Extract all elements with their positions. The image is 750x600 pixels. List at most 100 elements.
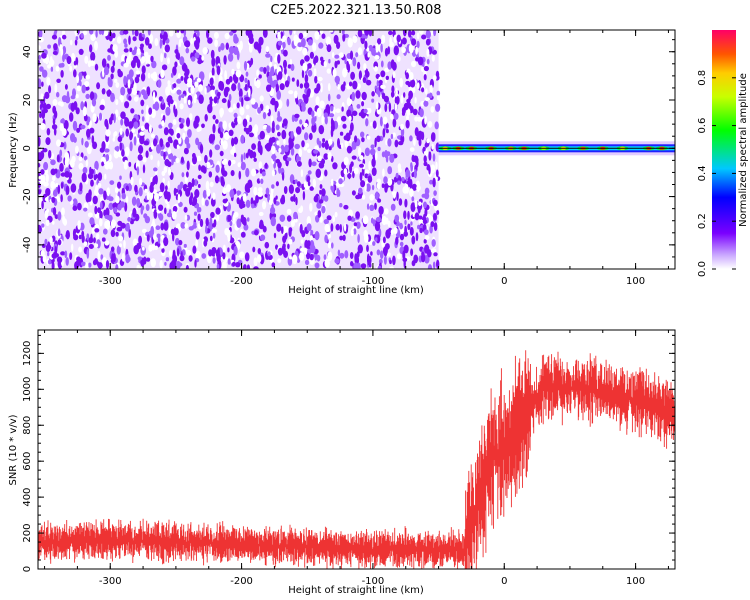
- noise-speckle: [190, 56, 196, 62]
- noise-speckle: [359, 171, 363, 182]
- noise-speckle: [111, 253, 115, 263]
- noise-speckle: [125, 196, 129, 203]
- noise-speckle: [223, 87, 229, 98]
- noise-speckle: [352, 110, 358, 117]
- noise-speckle: [90, 33, 96, 42]
- noise-speckle: [233, 136, 239, 145]
- noise-speckle: [409, 188, 414, 197]
- noise-speckle: [45, 188, 51, 196]
- noise-speckle: [198, 164, 202, 171]
- noise-speckle: [41, 109, 46, 119]
- noise-speckle: [76, 74, 79, 84]
- noise-speckle: [431, 55, 435, 62]
- noise-speckle: [168, 30, 174, 37]
- noise-speckle: [235, 69, 242, 78]
- noise-speckle: [259, 130, 265, 140]
- noise-speckle: [268, 199, 273, 206]
- noise-speckle: [253, 266, 259, 269]
- noise-speckle: [219, 108, 223, 118]
- x-tick-label: 100: [626, 576, 645, 587]
- noise-speckle: [374, 151, 378, 161]
- noise-speckle: [238, 170, 242, 180]
- noise-speckle: [413, 254, 419, 264]
- noise-speckle: [389, 266, 395, 269]
- noise-speckle: [339, 131, 344, 136]
- noise-speckle: [90, 179, 94, 187]
- noise-speckle: [218, 75, 223, 83]
- noise-speckle: [390, 91, 395, 98]
- noise-speckle: [403, 231, 409, 237]
- noise-speckle: [329, 113, 335, 118]
- noise-speckle: [408, 43, 414, 54]
- noise-speckle: [304, 259, 310, 265]
- noise-speckle: [220, 176, 224, 184]
- noise-speckle: [426, 164, 431, 171]
- noise-speckle: [411, 154, 415, 162]
- noise-speckle: [221, 98, 227, 104]
- noise-speckle: [397, 180, 401, 185]
- noise-speckle: [166, 193, 171, 202]
- noise-speckle: [124, 43, 128, 48]
- noise-speckle: [42, 148, 48, 153]
- noise-speckle: [426, 138, 430, 144]
- noise-speckle: [332, 68, 337, 78]
- noise-speckle: [72, 120, 78, 131]
- noise-speckle: [283, 138, 286, 145]
- noise-speckle: [194, 179, 198, 186]
- noise-speckle: [340, 84, 346, 92]
- noise-speckle: [350, 122, 354, 132]
- noise-speckle: [331, 242, 334, 249]
- noise-speckle: [229, 189, 235, 198]
- noise-speckle: [152, 71, 158, 82]
- noise-speckle: [201, 253, 207, 259]
- noise-speckle: [69, 252, 73, 260]
- noise-speckle: [376, 80, 380, 87]
- noise-speckle: [375, 42, 379, 53]
- noise-speckle: [131, 30, 135, 36]
- noise-speckle: [393, 112, 399, 120]
- noise-speckle: [433, 213, 437, 221]
- noise-speckle: [81, 172, 87, 183]
- noise-speckle: [355, 221, 361, 229]
- y-tick-label: 1000: [22, 377, 33, 402]
- noise-speckle: [44, 238, 48, 245]
- noise-speckle: [316, 137, 320, 145]
- noise-speckle: [152, 103, 156, 110]
- noise-speckle: [123, 48, 129, 53]
- noise-speckle: [381, 92, 386, 100]
- noise-speckle: [57, 228, 61, 237]
- noise-speckle: [289, 30, 293, 36]
- noise-speckle: [73, 234, 79, 241]
- noise-speckle: [339, 252, 345, 259]
- noise-speckle: [271, 154, 277, 160]
- noise-speckle: [129, 132, 133, 141]
- noise-speckle: [195, 250, 201, 260]
- noise-speckle: [340, 142, 344, 149]
- noise-speckle: [347, 173, 352, 179]
- figure-title: C2E5.2022.321.13.50.R08: [270, 3, 441, 18]
- noise-speckle: [368, 160, 372, 171]
- noise-speckle: [62, 54, 65, 63]
- noise-speckle: [113, 206, 118, 214]
- noise-speckle: [245, 104, 250, 110]
- noise-speckle: [400, 134, 405, 144]
- noise-speckle: [83, 207, 88, 212]
- noise-speckle: [51, 34, 58, 40]
- noise-speckle: [372, 241, 376, 246]
- noise-speckle: [168, 209, 172, 215]
- noise-speckle: [224, 256, 229, 263]
- noise-speckle: [403, 244, 409, 254]
- noise-speckle: [210, 89, 215, 97]
- noise-speckle: [188, 195, 193, 206]
- noise-speckle: [327, 241, 332, 249]
- noise-speckle: [348, 115, 352, 121]
- noise-speckle: [214, 175, 220, 184]
- noise-speckle: [374, 221, 381, 232]
- noise-speckle: [387, 166, 393, 175]
- noise-speckle: [82, 106, 87, 117]
- noise-speckle: [60, 102, 64, 107]
- noise-speckle: [330, 223, 334, 232]
- noise-speckle: [200, 165, 206, 173]
- noise-speckle: [184, 215, 188, 221]
- noise-speckle: [432, 75, 437, 81]
